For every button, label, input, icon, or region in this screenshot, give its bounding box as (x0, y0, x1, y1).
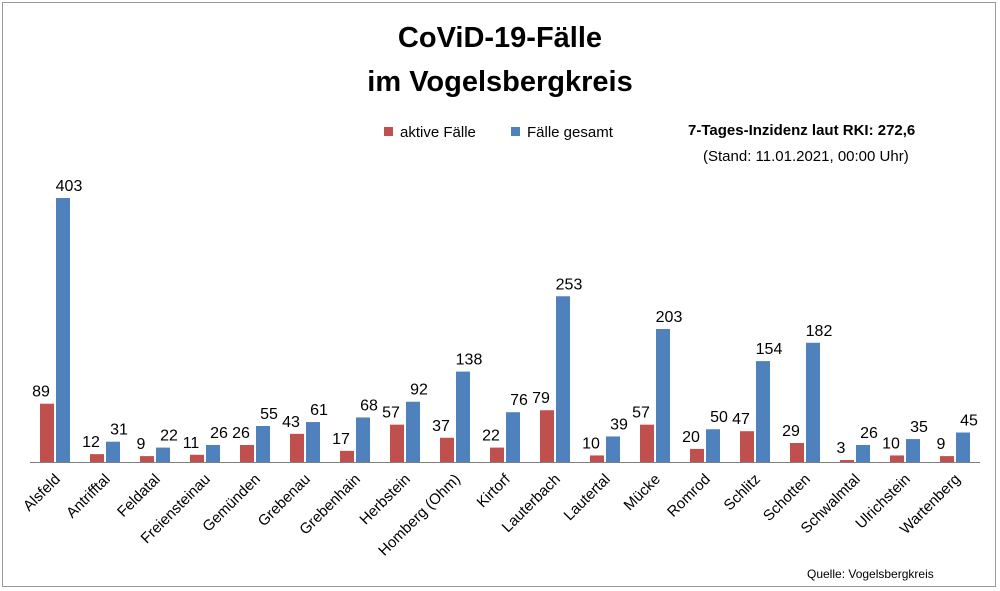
data-label-aktive-13: 20 (682, 429, 700, 446)
category-label-12: Mücke (621, 471, 664, 514)
category-label-14: Schlitz (721, 471, 764, 514)
data-label-aktive-17: 10 (882, 435, 900, 452)
bar-aktive-11 (590, 455, 604, 462)
bar-aktive-2 (140, 456, 154, 462)
legend-swatch-gesamt (511, 126, 520, 136)
bar-gesamt-14 (756, 361, 770, 462)
category-label-9: Kirtorf (474, 470, 515, 511)
data-label-gesamt-6: 68 (360, 397, 378, 414)
category-label-13: Romrod (664, 471, 714, 521)
bar-gesamt-9 (506, 412, 520, 462)
bar-gesamt-10 (556, 296, 570, 462)
bar-aktive-15 (790, 443, 804, 462)
bar-gesamt-18 (956, 432, 970, 462)
bar-aktive-17 (890, 455, 904, 462)
legend-item-gesamt: Fälle gesamt (511, 124, 613, 141)
category-label-1: Antrifftal (63, 471, 114, 522)
bar-gesamt-1 (106, 441, 120, 462)
data-label-aktive-3: 11 (183, 435, 200, 452)
data-label-aktive-6: 17 (332, 431, 350, 448)
data-label-gesamt-14: 154 (756, 341, 783, 358)
category-label-2: Feldatal (114, 471, 164, 521)
data-label-aktive-10: 79 (532, 390, 550, 407)
data-label-aktive-18: 9 (937, 436, 946, 453)
bar-aktive-18 (940, 456, 954, 462)
bar-gesamt-16 (856, 444, 870, 462)
data-label-gesamt-11: 39 (610, 416, 628, 433)
data-label-aktive-7: 57 (382, 405, 400, 422)
legend-item-aktive: aktive Fälle (384, 124, 476, 141)
bar-aktive-7 (390, 424, 404, 462)
bar-gesamt-2 (156, 447, 170, 462)
data-label-gesamt-18: 45 (960, 413, 978, 430)
data-label-aktive-15: 29 (782, 423, 800, 440)
bar-aktive-6 (340, 450, 354, 462)
bar-gesamt-4 (256, 425, 270, 462)
incidence-stand-text: (Stand: 11.01.2021, 00:00 Uhr) (703, 148, 909, 165)
bar-gesamt-11 (606, 436, 620, 462)
bar-gesamt-6 (356, 417, 370, 462)
data-label-aktive-12: 57 (632, 405, 650, 422)
bar-gesamt-15 (806, 342, 820, 462)
data-label-aktive-9: 22 (482, 428, 500, 445)
bar-gesamt-12 (656, 329, 670, 462)
data-label-gesamt-4: 55 (260, 406, 278, 423)
data-label-gesamt-17: 35 (910, 419, 928, 436)
bar-aktive-13 (690, 448, 704, 462)
bar-aktive-16 (840, 460, 854, 462)
data-label-aktive-16: 3 (837, 440, 846, 457)
data-label-gesamt-8: 138 (456, 352, 483, 369)
data-label-gesamt-12: 203 (656, 309, 683, 326)
data-label-gesamt-5: 61 (310, 402, 328, 419)
data-label-gesamt-13: 50 (710, 409, 728, 426)
data-label-gesamt-16: 26 (860, 425, 878, 442)
data-label-aktive-5: 43 (282, 414, 300, 431)
data-label-aktive-0: 89 (32, 384, 50, 401)
bar-aktive-14 (740, 431, 754, 462)
bar-aktive-4 (240, 444, 254, 462)
bar-aktive-9 (490, 447, 504, 462)
data-label-gesamt-2: 22 (160, 428, 178, 445)
bar-gesamt-13 (706, 429, 720, 462)
legend-label-gesamt: Fälle gesamt (527, 124, 613, 141)
bar-gesamt-5 (306, 422, 320, 462)
legend-label-aktive: aktive Fälle (400, 124, 476, 141)
bar-aktive-3 (190, 454, 204, 462)
data-label-aktive-1: 12 (82, 434, 100, 451)
data-label-aktive-4: 26 (232, 425, 250, 442)
bar-aktive-10 (540, 410, 554, 462)
data-label-gesamt-10: 253 (556, 276, 583, 293)
data-label-aktive-11: 10 (582, 435, 600, 452)
bar-gesamt-7 (406, 401, 420, 462)
bar-gesamt-8 (456, 371, 470, 462)
bar-gesamt-17 (906, 439, 920, 462)
data-label-gesamt-0: 403 (56, 178, 83, 195)
bar-gesamt-0 (56, 198, 70, 462)
bar-gesamt-3 (206, 444, 220, 462)
data-label-gesamt-3: 26 (210, 425, 228, 442)
legend-swatch-aktive (384, 126, 393, 136)
data-label-aktive-14: 47 (732, 411, 750, 428)
incidence-text: 7-Tages-Inzidenz laut RKI: 272,6 (688, 122, 916, 139)
data-label-aktive-8: 37 (432, 418, 450, 435)
data-label-gesamt-15: 182 (806, 323, 833, 340)
category-label-0: Alsfeld (20, 471, 64, 515)
data-label-gesamt-9: 76 (510, 392, 528, 409)
chart-title-line2: im Vogelsbergkreis (367, 66, 633, 98)
bar-aktive-12 (640, 424, 654, 462)
bar-aktive-0 (40, 403, 54, 462)
chart-title-line1: CoViD-19-Fälle (397, 22, 603, 54)
bar-aktive-5 (290, 433, 304, 462)
data-label-aktive-2: 9 (137, 436, 146, 453)
bar-aktive-1 (90, 454, 104, 462)
category-label-11: Lautertal (561, 471, 614, 524)
bar-aktive-8 (440, 437, 454, 462)
data-label-gesamt-7: 92 (410, 382, 428, 399)
source-note: Quelle: Vogelsbergkreis (807, 567, 934, 581)
data-label-gesamt-1: 31 (110, 422, 128, 439)
